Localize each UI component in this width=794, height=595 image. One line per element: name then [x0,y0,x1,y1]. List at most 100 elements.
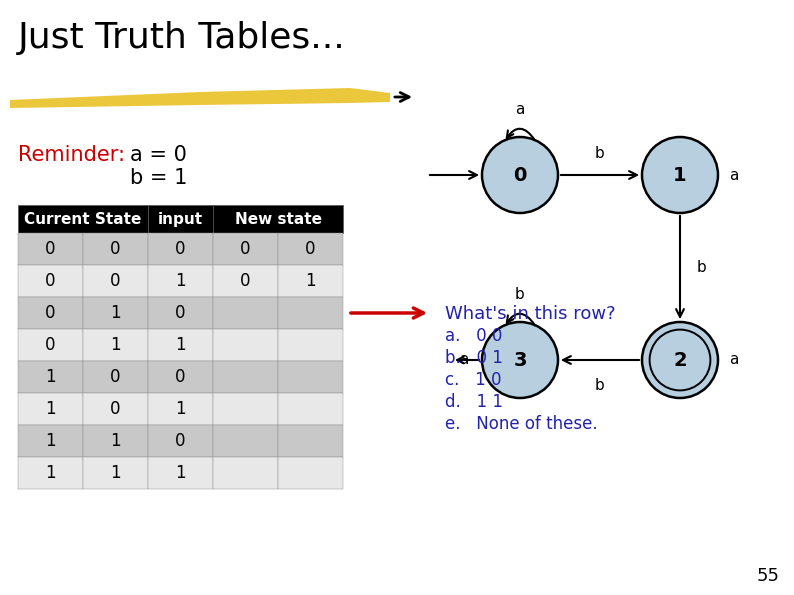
Bar [148,265,213,297]
Bar [148,205,213,233]
Text: Current State: Current State [25,211,141,227]
Bar [83,329,148,361]
Text: 1: 1 [175,336,186,354]
Text: b = 1: b = 1 [130,168,187,188]
Bar [83,265,148,297]
Text: 0: 0 [45,240,56,258]
Text: e.   None of these.: e. None of these. [445,415,598,433]
Text: 1: 1 [110,336,121,354]
Text: b: b [596,377,605,393]
Text: 0: 0 [45,336,56,354]
Bar [278,393,343,425]
Bar [213,393,278,425]
Text: 0: 0 [513,165,526,184]
Bar [278,425,343,457]
Bar [148,425,213,457]
Circle shape [642,137,718,213]
Text: 0: 0 [110,272,121,290]
Circle shape [642,322,718,398]
Bar [278,265,343,297]
Text: 0: 0 [45,272,56,290]
Bar [83,425,148,457]
Text: 0: 0 [241,240,251,258]
Bar [148,329,213,361]
Bar [278,457,343,489]
Bar [213,265,278,297]
Text: 1: 1 [45,464,56,482]
Bar [18,205,148,233]
Text: 1: 1 [45,368,56,386]
Text: b: b [515,287,525,302]
Bar [83,297,148,329]
Circle shape [482,322,558,398]
Text: 2: 2 [673,350,687,369]
Text: a: a [459,352,468,368]
Bar [213,297,278,329]
Bar [213,233,278,265]
Bar [213,329,278,361]
Bar [148,457,213,489]
Bar [213,205,343,233]
Bar [83,457,148,489]
Bar [83,361,148,393]
Text: a.   0 0: a. 0 0 [445,327,503,345]
Text: 1: 1 [45,400,56,418]
Text: a: a [730,352,738,368]
Text: 0: 0 [175,240,186,258]
Bar [148,361,213,393]
Text: a = 0: a = 0 [130,145,187,165]
Text: Just Truth Tables...: Just Truth Tables... [18,21,345,55]
Text: 1: 1 [673,165,687,184]
Text: b: b [596,146,605,161]
Bar [148,297,213,329]
Bar [18,457,83,489]
Bar [18,361,83,393]
Bar [213,361,278,393]
Bar [213,425,278,457]
Bar [148,233,213,265]
Bar [278,297,343,329]
Bar [278,329,343,361]
Text: 1: 1 [45,432,56,450]
Text: 0: 0 [175,304,186,322]
Text: input: input [158,211,203,227]
Circle shape [482,137,558,213]
Text: 1: 1 [175,464,186,482]
Text: 0: 0 [110,400,121,418]
Bar [278,361,343,393]
Text: 3: 3 [513,350,526,369]
Bar [83,393,148,425]
Text: 1: 1 [110,464,121,482]
Bar [18,425,83,457]
Bar [18,265,83,297]
Text: d.   1 1: d. 1 1 [445,393,503,411]
Text: a: a [730,168,738,183]
Text: 0: 0 [175,368,186,386]
Text: b.   0 1: b. 0 1 [445,349,503,367]
Text: 0: 0 [241,272,251,290]
Bar [278,233,343,265]
Text: 1: 1 [110,304,121,322]
Text: 0: 0 [45,304,56,322]
Bar [18,297,83,329]
Bar [18,233,83,265]
Text: b: b [697,260,707,275]
Text: 0: 0 [110,240,121,258]
Text: a: a [515,102,525,117]
Text: 55: 55 [757,567,780,585]
Text: c.   1 0: c. 1 0 [445,371,502,389]
Polygon shape [10,88,390,108]
Text: Reminder:: Reminder: [18,145,125,165]
Bar [213,457,278,489]
Text: What's in this row?: What's in this row? [445,305,615,323]
Text: 1: 1 [110,432,121,450]
Bar [148,393,213,425]
Text: 0: 0 [305,240,316,258]
Text: New state: New state [234,211,322,227]
Text: 0: 0 [110,368,121,386]
Bar [18,393,83,425]
Bar [83,233,148,265]
Bar [18,329,83,361]
Text: 0: 0 [175,432,186,450]
Text: 1: 1 [175,272,186,290]
